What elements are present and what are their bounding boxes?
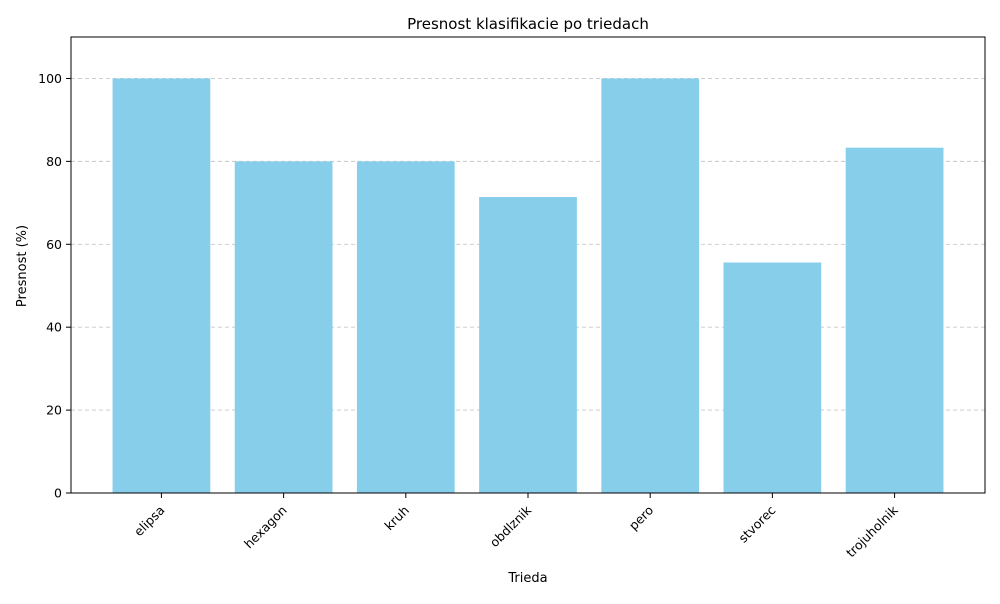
bar-pero	[601, 78, 700, 494]
bar-obdlznik	[479, 197, 577, 494]
x-tick-label: kruh	[381, 503, 412, 534]
bar-elipsa	[112, 78, 211, 494]
x-tick-label: pero	[626, 503, 657, 534]
y-tick-label: 100	[38, 71, 62, 86]
y-tick-label: 20	[46, 403, 62, 418]
x-tick-label: elipsa	[131, 503, 168, 540]
bar-kruh	[356, 161, 455, 493]
chart-title: Presnost klasifikacie po triedach	[407, 15, 649, 33]
x-tick-label: obdlznik	[487, 502, 535, 550]
bar-trojuholnik	[845, 147, 944, 493]
y-tick-label: 60	[46, 237, 62, 252]
y-axis-ticks: 0 20 40 60 80 100	[38, 71, 71, 501]
bar-hexagon	[234, 161, 333, 493]
x-axis-ticks: elipsa hexagon kruh obdlznik pero stvorec troj…	[131, 493, 901, 560]
x-axis-label: Trieda	[507, 571, 547, 586]
x-tick-label: hexagon	[241, 503, 290, 552]
x-tick-label: stvorec	[735, 502, 778, 545]
y-tick-label: 80	[46, 154, 62, 169]
bar-stvorec	[723, 262, 822, 493]
y-axis-label: Presnost (%)	[15, 225, 30, 307]
y-tick-label: 40	[46, 320, 62, 335]
x-tick-label: trojuholnik	[843, 502, 901, 560]
bars	[112, 78, 944, 494]
y-tick-label: 0	[54, 486, 62, 501]
